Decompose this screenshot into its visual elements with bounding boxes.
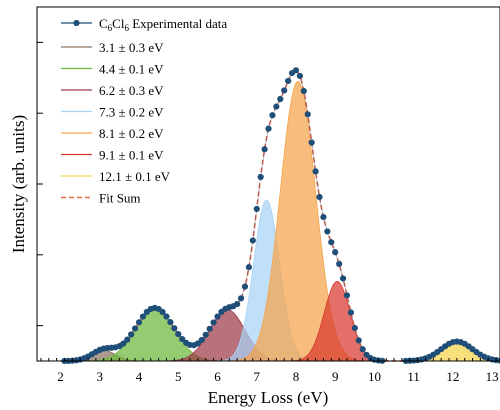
legend-label-fit-sum: Fit Sum: [99, 191, 141, 206]
data-point: [210, 319, 217, 326]
legend-text-part: Experimental data: [129, 16, 227, 31]
data-point: [320, 213, 327, 221]
legend-label-4-4-0-1: 4.4 ± 0.1 eV: [99, 62, 164, 77]
data-point: [308, 139, 315, 146]
x-tick-label: 3: [97, 369, 104, 384]
data-point: [277, 95, 284, 103]
x-tick-label: 9: [332, 369, 339, 384]
legend-subscript: 6: [108, 23, 113, 33]
data-point: [261, 146, 268, 153]
legend-label-12-1-0-1: 12.1 ± 0.1 eV: [99, 169, 171, 184]
data-point: [237, 295, 245, 302]
x-tick-label: 13: [486, 369, 499, 384]
data-point: [171, 325, 178, 332]
legend-subscript: 6: [124, 23, 129, 33]
data-point: [179, 336, 186, 343]
data-point: [355, 337, 362, 344]
x-tick-label: 8: [293, 369, 300, 384]
data-point: [206, 325, 213, 332]
legend-label-8-1-0-2: 8.1 ± 0.2 eV: [99, 126, 164, 141]
legend-label-3-1-0-3: 3.1 ± 0.3 eV: [99, 40, 164, 55]
data-point: [198, 336, 205, 344]
data-point: [273, 103, 280, 110]
x-tick-label: 4: [136, 369, 143, 384]
data-point: [351, 324, 358, 332]
data-point: [131, 325, 139, 332]
data-point: [194, 340, 201, 347]
x-tick-label: 2: [57, 369, 64, 384]
data-point: [265, 125, 272, 132]
data-point: [163, 313, 170, 320]
data-point: [257, 173, 264, 181]
data-point: [312, 168, 319, 175]
data-point: [281, 87, 288, 94]
data-point: [202, 331, 209, 338]
data-point: [214, 313, 221, 320]
data-point: [167, 319, 174, 326]
legend-label-experimental: C6Cl6 Experimental data: [99, 16, 227, 33]
data-point: [347, 309, 354, 316]
data-point: [343, 292, 351, 299]
x-tick-label: 12: [446, 369, 459, 384]
legend-label-7-3-0-2: 7.3 ± 0.2 eV: [99, 105, 164, 120]
x-tick-label: 5: [175, 369, 182, 384]
data-point: [253, 205, 260, 213]
data-point: [336, 260, 343, 267]
data-point: [316, 193, 323, 201]
legend-text-part: Cl: [112, 16, 125, 31]
data-point: [159, 308, 166, 316]
data-point: [296, 72, 303, 80]
legend-label-6-2-0-3: 6.2 ± 0.3 eV: [99, 83, 164, 98]
data-point: [124, 336, 131, 343]
data-point: [292, 67, 300, 74]
data-point: [324, 228, 331, 235]
data-point: [128, 331, 135, 338]
legend-label-9-1-0-1: 9.1 ± 0.1 eV: [99, 148, 164, 163]
x-tick-label: 7: [253, 369, 260, 384]
data-point: [285, 77, 292, 85]
x-tick-label: 11: [407, 369, 420, 384]
y-axis-title: Intensity (arb. units): [9, 115, 28, 253]
data-point: [120, 340, 127, 347]
data-point: [245, 264, 252, 271]
fit-component-areas: [56, 80, 500, 362]
data-point: [339, 275, 347, 282]
data-point: [135, 319, 143, 326]
x-tick-label: 6: [214, 369, 221, 384]
data-point: [139, 313, 147, 320]
data-point: [234, 300, 241, 308]
data-point: [249, 237, 256, 244]
axis-ticks: 2 3 4 5 6 7 8 9 10 11 12 13: [37, 41, 499, 384]
data-point: [269, 112, 276, 119]
x-tick-label: 10: [368, 369, 381, 384]
data-point: [328, 239, 335, 246]
x-axis-title: Energy Loss (eV): [208, 388, 329, 407]
data-point: [300, 87, 307, 95]
legend-text-part: C: [99, 16, 108, 31]
data-point: [175, 330, 182, 338]
legend-marker-experimental: [73, 19, 80, 27]
data-point: [359, 346, 366, 353]
data-point: [332, 249, 339, 256]
data-point: [241, 283, 249, 290]
data-point: [304, 111, 311, 118]
